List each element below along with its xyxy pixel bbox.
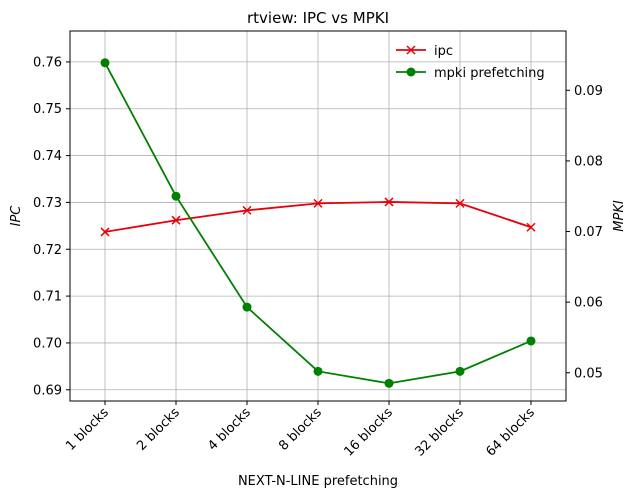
point-mpki-prefetching	[384, 378, 394, 388]
grid-lines	[70, 31, 566, 401]
point-mpki-prefetching	[100, 58, 110, 68]
y-axis-right-label: MPKI	[612, 200, 627, 232]
y-tick-label-right: 0.06	[574, 296, 603, 311]
point-mpki-prefetching	[526, 336, 536, 346]
point-ipc	[100, 227, 110, 237]
point-ipc	[313, 198, 323, 208]
y-tick-label-right: 0.08	[574, 154, 603, 169]
y-tick-label-left: 0.75	[33, 102, 62, 117]
y-tick-label-right: 0.09	[574, 84, 603, 99]
point-ipc	[455, 198, 465, 208]
y-tick-label-left: 0.70	[33, 336, 62, 351]
legend-ipc-label: ipc	[434, 44, 453, 59]
point-mpki-prefetching	[242, 302, 252, 312]
y-tick-label-left: 0.74	[33, 149, 62, 164]
point-mpki-prefetching	[313, 366, 323, 376]
y-tick-label-left: 0.71	[33, 290, 62, 305]
point-mpki-prefetching	[171, 191, 181, 201]
y-tick-label-left: 0.72	[33, 243, 62, 258]
legend-mpki-marker	[406, 67, 416, 77]
y-tick-label-left: 0.69	[33, 383, 62, 398]
point-ipc	[171, 215, 181, 225]
legend-mpki-label: mpki prefetching	[434, 66, 545, 81]
y-tick-label-right: 0.07	[574, 225, 603, 240]
chart-title: rtview: IPC vs MPKI	[247, 9, 389, 27]
point-mpki-prefetching	[455, 366, 465, 376]
point-ipc	[384, 197, 394, 207]
x-axis-label: NEXT-N-LINE prefetching	[238, 474, 398, 489]
point-ipc	[526, 222, 536, 232]
y-tick-label-left: 0.76	[33, 55, 62, 70]
y-axis-left-label: IPC	[9, 205, 24, 227]
legend: ipc mpki prefetching	[396, 44, 545, 81]
legend-ipc-marker	[406, 45, 416, 55]
series-layer	[100, 58, 536, 388]
point-ipc	[242, 205, 252, 215]
y-tick-label-left: 0.73	[33, 196, 62, 211]
y-tick-label-right: 0.05	[574, 366, 603, 381]
